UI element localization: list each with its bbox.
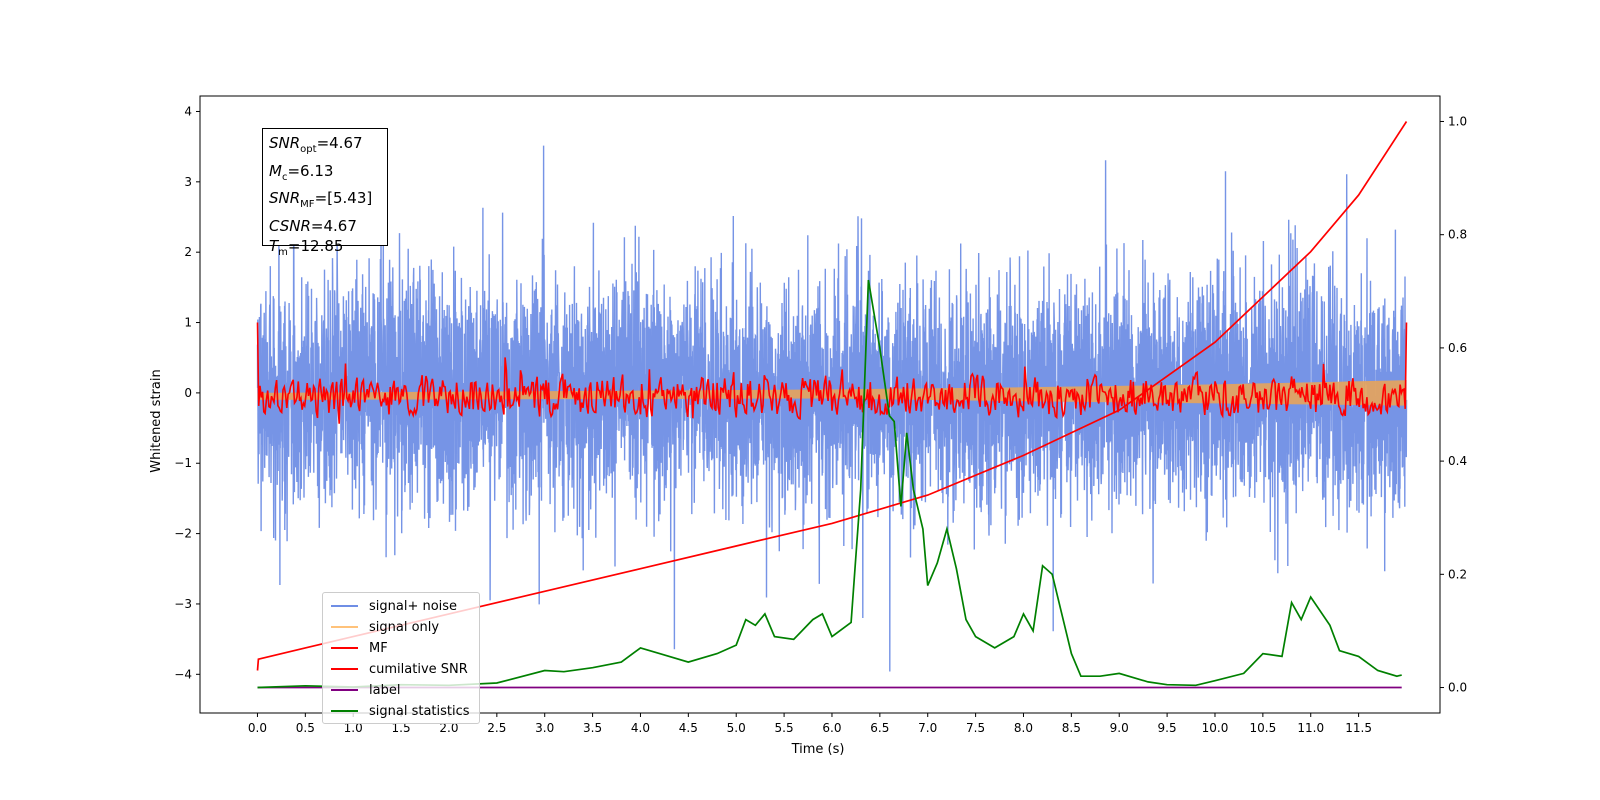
x-tick-label: 6.5 [870, 721, 889, 735]
legend-swatch-signal-noise [331, 605, 358, 607]
y2-tick-label: 0.8 [1448, 228, 1467, 242]
x-tick-label: 9.0 [1110, 721, 1129, 735]
y-tick-label: 4 [184, 104, 192, 118]
stats-annotation-box: SNRopt=4.67 Mc=6.13 SNRMF=[5.43] CSNR=4.… [262, 128, 388, 258]
x-tick-label: 0.5 [296, 721, 315, 735]
tm-symbol: T [269, 237, 279, 255]
series-mf [256, 322, 1408, 424]
x-tick-label: 10.0 [1202, 721, 1229, 735]
chirp-mass-annotation: Mc=6.13 [269, 161, 381, 189]
legend-swatch-cumulative-snr [331, 668, 358, 670]
x-tick-label: 3.5 [583, 721, 602, 735]
x-tick-label: 4.0 [631, 721, 650, 735]
tm-subscript: m [278, 247, 288, 258]
x-tick-label: 0.0 [248, 721, 267, 735]
legend-label-signal-noise: signal+ noise [369, 598, 458, 614]
y2-tick-label: 0.2 [1448, 567, 1467, 581]
plot-frame [199, 95, 1441, 714]
x-tick-label: 5.0 [727, 721, 746, 735]
x-tick-label: 2.0 [439, 721, 458, 735]
legend-swatch-label [331, 689, 358, 691]
y-tick-label: −2 [174, 527, 192, 541]
x-tick-label: 4.5 [679, 721, 698, 735]
legend-swatch-signal-statistics [331, 710, 358, 712]
x-tick-label: 8.0 [1014, 721, 1033, 735]
chirp-mass-symbol: M [269, 161, 282, 180]
x-tick-label: 8.5 [1062, 721, 1081, 735]
y-tick-label: −4 [174, 667, 192, 681]
snr-mf-annotation: SNRMF=[5.43] [269, 188, 381, 216]
tm-annotation: Tm=12.85 [269, 236, 381, 264]
y2-tick-label: 0.6 [1448, 341, 1467, 355]
x-tick-label: 5.5 [775, 721, 794, 735]
y-tick-label: −1 [174, 456, 192, 470]
legend-item-mf: MF [331, 638, 388, 658]
tm-value: =12.85 [287, 237, 344, 255]
legend-item-cumulative-snr: cumilative SNR [331, 659, 468, 679]
legend-label-signal-only: signal only [369, 619, 440, 635]
y-axis-label: Whitened strain [149, 369, 164, 472]
snr-mf-subscript: MF [300, 199, 315, 210]
x-axis-ticks: 0.0 0.5 1.0 1.5 2.0 2.5 3.0 3.5 4.0 4.5 5.0 5.5 6.0 6… [248, 713, 1372, 735]
legend-label-cumulative-snr: cumilative SNR [369, 661, 468, 677]
legend-label-mf: MF [369, 640, 388, 656]
x-tick-label: 11.0 [1297, 721, 1324, 735]
y-tick-label: 3 [184, 175, 192, 189]
snr-opt-subscript: opt [300, 144, 317, 155]
chirp-mass-value: =6.13 [287, 161, 334, 180]
snr-opt-symbol: SNR [269, 134, 301, 152]
legend-item-signal-noise: signal+ noise [331, 596, 457, 616]
y-tick-label: 0 [184, 386, 192, 400]
x-tick-label: 2.5 [487, 721, 506, 735]
x-tick-label: 6.0 [822, 721, 841, 735]
y2-tick-label: 0.4 [1448, 454, 1467, 468]
y-axis-ticks: 4 3 2 1 0 −1 −2 −3 −4 [174, 104, 200, 681]
legend-item-label: label [331, 680, 400, 700]
x-tick-label: 10.5 [1249, 721, 1276, 735]
chirp-mass-subscript: c [281, 171, 288, 183]
csnr-annotation: CSNR=4.67 [269, 216, 381, 237]
x-tick-label: 9.5 [1158, 721, 1177, 735]
legend-swatch-mf [331, 647, 358, 649]
snr-opt-value: =4.67 [316, 134, 363, 152]
legend-item-signal-only: signal only [331, 617, 439, 637]
legend: signal+ noise signal only MF cumilative … [322, 592, 480, 724]
x-tick-label: 1.0 [344, 721, 363, 735]
x-tick-label: 3.0 [535, 721, 554, 735]
legend-item-signal-statistics: signal statistics [331, 701, 470, 721]
series-signal-statistics [257, 279, 1402, 689]
legend-label-label: label [369, 682, 401, 698]
legend-label-signal-statistics: signal statistics [369, 703, 470, 719]
csnr-symbol: CSNR [269, 216, 311, 235]
snr-mf-symbol: SNR [269, 189, 301, 207]
y-tick-label: −3 [174, 597, 192, 611]
y2-tick-label: 1.0 [1448, 114, 1467, 128]
y2-axis-ticks: 1.0 0.8 0.6 0.4 0.2 0.0 [1440, 114, 1467, 695]
x-tick-label: 7.0 [918, 721, 937, 735]
legend-swatch-signal-only [331, 626, 358, 628]
y-tick-label: 2 [184, 245, 192, 259]
x-tick-label: 11.5 [1345, 721, 1372, 735]
x-tick-label: 7.5 [966, 721, 985, 735]
snr-mf-value: =[5.43] [314, 189, 373, 207]
y-tick-label: 1 [184, 316, 192, 330]
y2-tick-label: 0.0 [1448, 681, 1467, 695]
csnr-value: =4.67 [310, 216, 357, 235]
x-tick-label: 1.5 [392, 721, 411, 735]
x-axis-label: Time (s) [791, 742, 845, 757]
snr-opt-annotation: SNRopt=4.67 [269, 133, 381, 161]
